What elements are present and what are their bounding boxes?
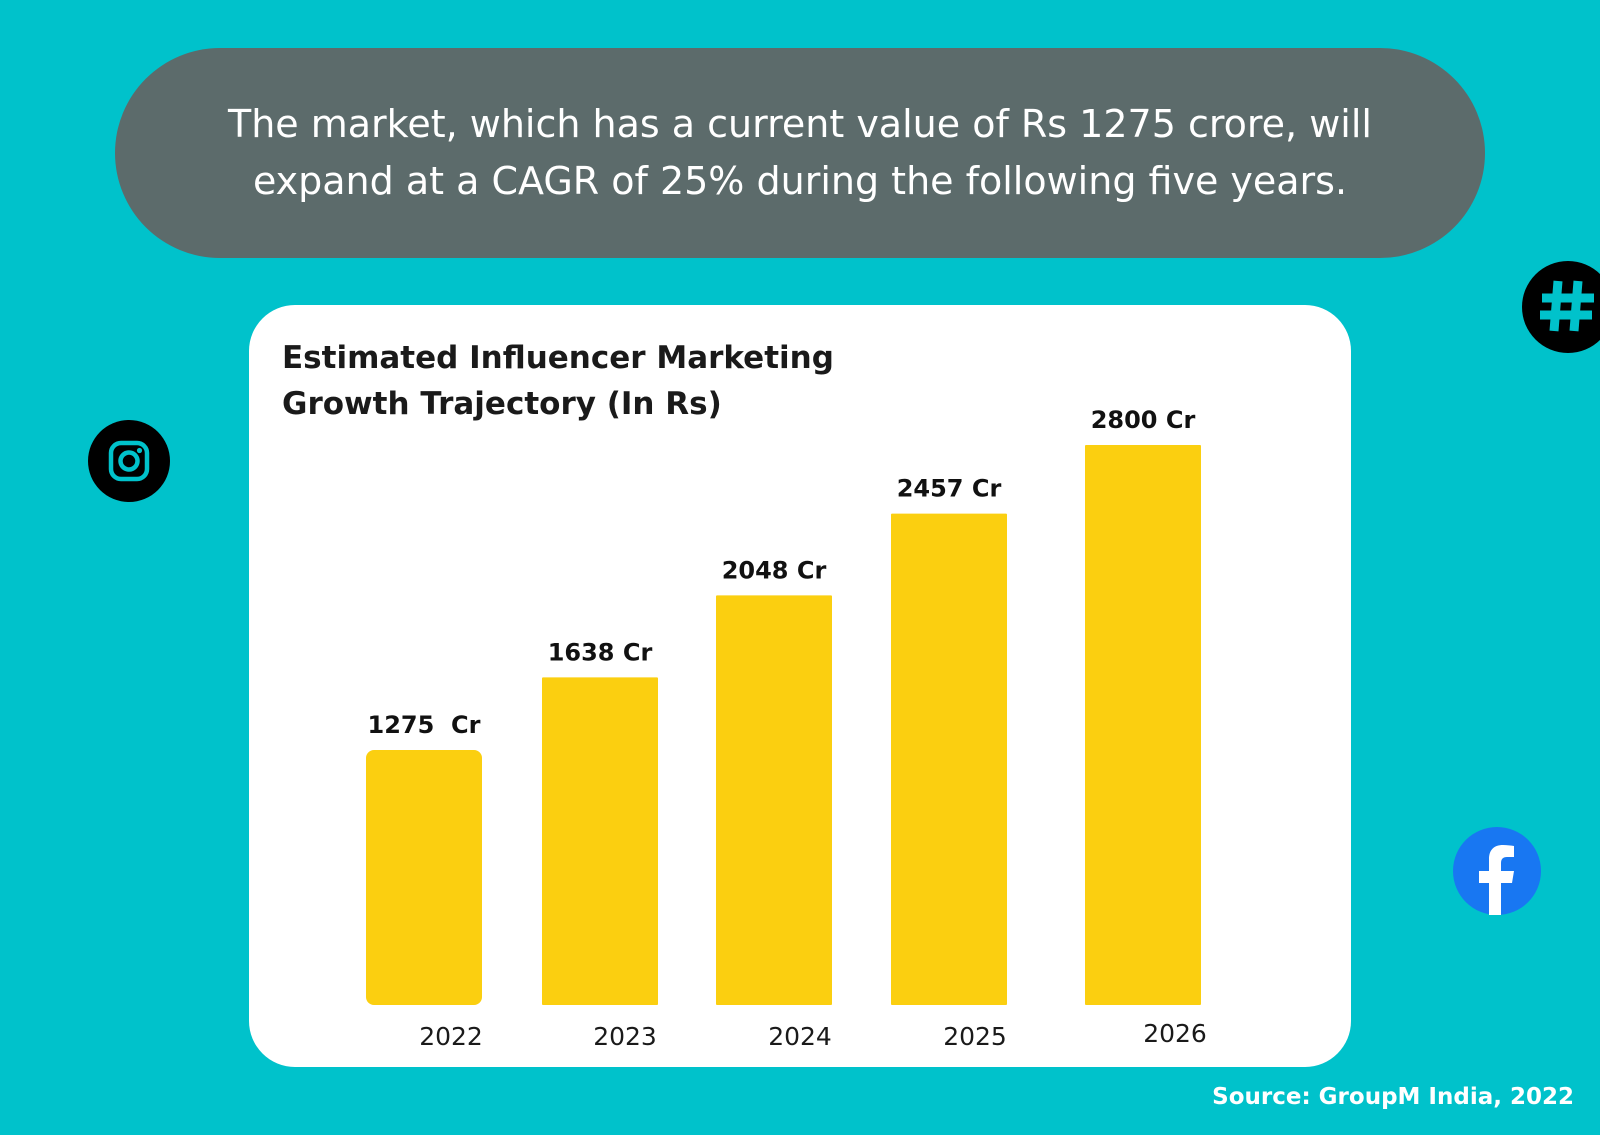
data-label-2024: 2048 Cr [722,556,827,584]
chart-title-line-2: Growth Trajectory (In Rs) [282,386,722,422]
headline-banner: The market, which has a current value of… [115,48,1485,258]
instagram-icon [88,420,170,502]
headline-line-1: The market, which has a current value of… [228,102,1372,146]
data-label-2026: 2800 Cr [1091,406,1196,434]
chart-title: Estimated Influencer Marketing Growth Tr… [282,335,834,427]
headline-line-2: expand at a CAGR of 25% during the follo… [252,159,1348,203]
bar-2025 [891,513,1007,1005]
x-tick-label-2024: 2024 [768,1022,832,1051]
bar-2022 [366,750,482,1005]
data-label-2023: 1638 Cr [548,638,653,666]
hashtag-icon [1522,261,1600,353]
x-tick-label-2023: 2023 [593,1022,657,1051]
facebook-icon [1453,827,1541,915]
bar-2024 [716,595,832,1005]
bar-2023 [542,677,658,1005]
x-tick-label-2025: 2025 [943,1022,1007,1051]
x-tick-label-2022: 2022 [419,1022,483,1051]
bar-2026 [1085,445,1201,1005]
source-note: Source: GroupM India, 2022 [1212,1084,1574,1110]
data-label-2022: 1275 Cr [368,711,481,739]
chart-title-line-1: Estimated Influencer Marketing [282,340,834,376]
data-label-2025: 2457 Cr [897,475,1002,503]
x-tick-label-2026: 2026 [1143,1019,1207,1048]
